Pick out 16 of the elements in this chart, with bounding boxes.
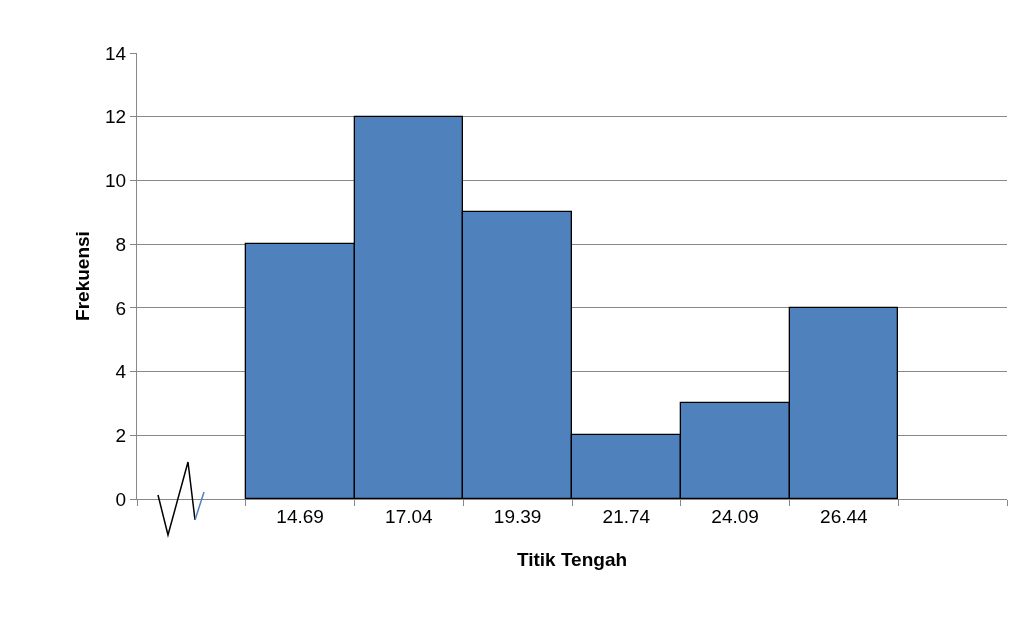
y-tick-label: 10 (105, 170, 127, 192)
x-axis-title: Titik Tengah (516, 549, 628, 570)
y-tick-label: 2 (115, 424, 127, 446)
y-tick-label: 0 (115, 488, 127, 510)
x-tick-label: 14.69 (276, 505, 324, 527)
x-tick-label: 19.39 (493, 505, 542, 527)
y-tick-label: 4 (115, 361, 127, 383)
x-tick-label: 21.74 (602, 505, 651, 527)
y-tick-label: 8 (115, 233, 127, 255)
x-tick-label: 26.44 (820, 505, 869, 527)
y-tick-label: 6 (115, 297, 127, 319)
y-axis-title: Frekuensi (72, 231, 93, 321)
y-tick-label: 12 (105, 106, 127, 128)
y-tick-label: 14 (105, 42, 127, 64)
x-tick-label: 24.09 (711, 505, 759, 527)
x-tick-label: 17.04 (385, 505, 434, 527)
